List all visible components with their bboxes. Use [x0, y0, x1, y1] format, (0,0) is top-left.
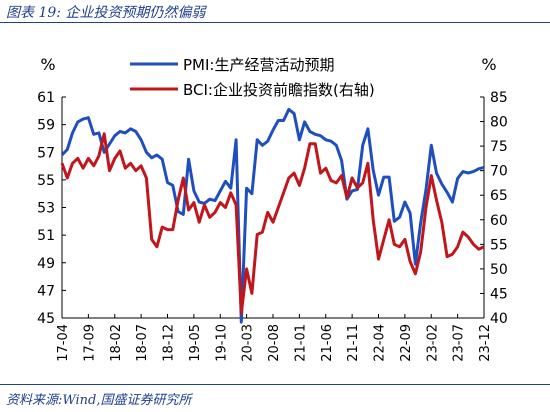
x-tick-label: 18-07	[135, 324, 150, 362]
x-tick-label: 18-12	[162, 324, 177, 362]
figure-title: 图表 19: 企业投资预期仍然偏弱	[6, 5, 206, 21]
right-tick-label: 45	[490, 286, 508, 302]
left-tick-label: 61	[37, 90, 55, 106]
left-tick-label: 55	[37, 173, 55, 189]
legend-label: BCI:企业投资前瞻指数(右轴)	[183, 81, 375, 99]
x-tick-label: 22-09	[399, 324, 414, 362]
right-tick-label: 75	[490, 139, 508, 155]
left-axis: 45 47 49 51 53 55 57 59 61	[37, 90, 66, 327]
x-tick-label: 23-02	[425, 324, 440, 362]
x-axis: 17-04 17-09 18-02 18-07 18-12 19-05 19-10 20-03…	[56, 314, 493, 362]
right-tick-label: 60	[490, 213, 508, 229]
x-tick-label: 22-04	[373, 324, 388, 362]
bci-series-line	[60, 132, 485, 315]
left-tick-label: 57	[37, 145, 55, 161]
x-tick-label: 18-02	[109, 324, 124, 362]
right-axis-unit: %	[481, 55, 496, 74]
right-tick-label: 40	[490, 311, 508, 327]
x-tick-label: 21-06	[320, 324, 335, 362]
right-tick-label: 70	[490, 164, 508, 180]
x-tick-label: 20-08	[267, 324, 282, 362]
right-tick-label: 65	[490, 188, 508, 204]
right-tick-label: 55	[490, 237, 508, 253]
left-tick-label: 45	[37, 311, 55, 327]
source-divider	[0, 384, 550, 385]
x-tick-label: 20-03	[241, 324, 256, 362]
legend: PMI:生产经营活动预期 BCI:企业投资前瞻指数(右轴)	[130, 56, 375, 99]
right-tick-label: 80	[490, 115, 508, 131]
left-tick-label: 49	[37, 256, 55, 272]
x-tick-label: 21-01	[293, 324, 308, 362]
right-tick-label: 50	[490, 262, 508, 278]
x-tick-label: 21-11	[346, 324, 361, 362]
right-axis: 40 45 50 55 60 65 70 75 80 85	[480, 90, 508, 327]
left-axis-unit: %	[40, 55, 55, 74]
left-tick-label: 51	[37, 228, 55, 244]
x-tick-label: 19-05	[188, 324, 203, 362]
left-tick-label: 47	[37, 283, 55, 299]
x-tick-label: 23-12	[478, 324, 493, 362]
pmi-series-line	[60, 107, 485, 324]
x-tick-label: 23-07	[452, 324, 467, 362]
left-tick-label: 53	[37, 201, 55, 217]
series-layer	[60, 107, 485, 324]
left-tick-label: 59	[37, 118, 55, 134]
x-tick-label: 17-04	[56, 324, 71, 362]
x-tick-label: 17-09	[82, 324, 97, 362]
x-tick-label: 19-10	[214, 324, 229, 362]
right-tick-label: 85	[490, 90, 508, 106]
legend-label: PMI:生产经营活动预期	[183, 56, 334, 74]
title-divider	[0, 22, 550, 23]
source-note: 资料来源:Wind,国盛证券研究所	[6, 393, 192, 408]
